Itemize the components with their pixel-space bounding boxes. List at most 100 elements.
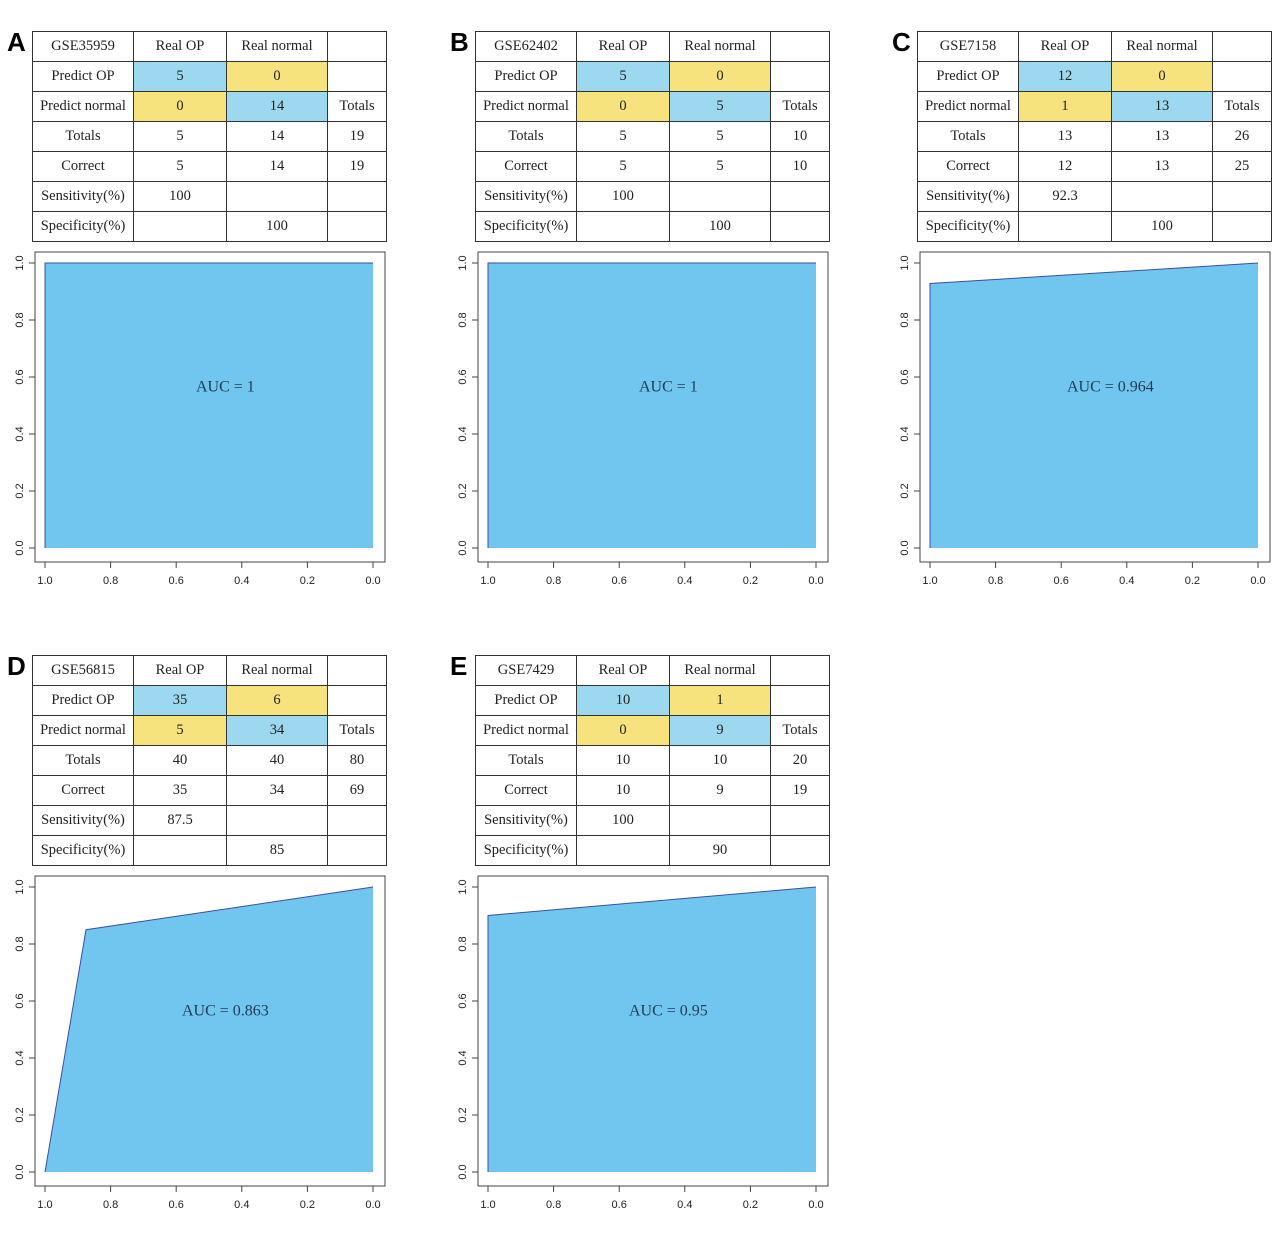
header-empty xyxy=(1212,31,1272,62)
dataset-name: GSE7158 xyxy=(917,31,1019,62)
table-row: Sensitivity(%) 92.3 xyxy=(917,181,1272,212)
panel-label: B xyxy=(450,27,469,57)
x-tick-label: 0.4 xyxy=(234,575,249,587)
table-cell: 5 xyxy=(669,151,771,182)
table-header-row: GSE7429 Real OP Real normal xyxy=(475,655,830,686)
y-tick-label: 0.6 xyxy=(14,993,26,1008)
false-negative-cell: 5 xyxy=(133,715,227,746)
true-positive-cell: 5 xyxy=(576,61,670,92)
row-label: Predict OP xyxy=(475,685,577,716)
roc-chart: AUC = 0.95 1.0 0.8 0.6 0.4 0.2 0.0 0.0 0.2 0.4 0.… xyxy=(457,875,829,1211)
table-cell xyxy=(327,211,387,242)
table-cell: 85 xyxy=(226,835,328,866)
y-tick-label: 0.0 xyxy=(457,540,469,555)
row-label: Sensitivity(%) xyxy=(32,181,134,212)
table-cell: 9 xyxy=(669,775,771,806)
y-tick-label: 0.0 xyxy=(14,1164,26,1179)
table-cell: 35 xyxy=(133,775,227,806)
x-tick-label: 1.0 xyxy=(480,575,495,587)
table-cell: 34 xyxy=(226,775,328,806)
row-label: Specificity(%) xyxy=(32,835,134,866)
true-positive-cell: 12 xyxy=(1018,61,1112,92)
x-tick-label: 0.0 xyxy=(808,1199,823,1211)
row-label: Predict OP xyxy=(32,685,134,716)
roc-curve-line xyxy=(44,886,374,1173)
roc-area xyxy=(930,263,1258,548)
table-cell xyxy=(576,211,670,242)
true-negative-cell: 14 xyxy=(226,91,328,122)
confusion-matrix-table: GSE7158 Real OP Real normal Predict OP 1… xyxy=(917,31,1272,242)
table-cell: Totals xyxy=(327,91,387,122)
x-tick-label: 0.2 xyxy=(743,1199,758,1211)
row-label: Totals xyxy=(917,121,1019,152)
table-cell: 69 xyxy=(327,775,387,806)
table-cell: 5 xyxy=(133,151,227,182)
table-cell xyxy=(770,805,830,836)
dataset-name: GSE62402 xyxy=(475,31,577,62)
dataset-name: GSE56815 xyxy=(32,655,134,686)
table-cell xyxy=(133,211,227,242)
y-tick-label: 0.2 xyxy=(14,1107,26,1122)
row-label: Correct xyxy=(32,775,134,806)
x-tick-label: 0.8 xyxy=(546,1199,561,1211)
true-negative-cell: 5 xyxy=(669,91,771,122)
table-row: Predict normal 0 14 Totals xyxy=(32,91,387,122)
table-row: Totals 40 40 80 xyxy=(32,745,387,776)
table-cell: 90 xyxy=(669,835,771,866)
table-cell xyxy=(770,181,830,212)
y-tick-label: 0.0 xyxy=(14,540,26,555)
table-row: Predict OP 35 6 xyxy=(32,685,387,716)
y-tick-label: 0.2 xyxy=(899,483,911,498)
false-positive-cell: 0 xyxy=(1111,61,1213,92)
table-cell: 5 xyxy=(133,121,227,152)
table-cell: 5 xyxy=(669,121,771,152)
row-label: Predict normal xyxy=(475,91,577,122)
row-label: Sensitivity(%) xyxy=(475,805,577,836)
row-label: Correct xyxy=(475,775,577,806)
roc-area xyxy=(45,887,373,1172)
row-label: Correct xyxy=(475,151,577,182)
table-row: Specificity(%) 100 xyxy=(32,211,387,242)
false-positive-cell: 6 xyxy=(226,685,328,716)
table-cell: 5 xyxy=(576,151,670,182)
confusion-matrix-table: GSE56815 Real OP Real normal Predict OP … xyxy=(32,655,387,866)
table-cell: 19 xyxy=(327,121,387,152)
x-tick-label: 0.8 xyxy=(988,575,1003,587)
false-negative-cell: 0 xyxy=(576,91,670,122)
x-tick-label: 0.0 xyxy=(365,1199,380,1211)
table-row: Predict OP 5 0 xyxy=(32,61,387,92)
header-real-normal: Real normal xyxy=(226,655,328,686)
table-row: Specificity(%) 85 xyxy=(32,835,387,866)
y-tick-label: 0.4 xyxy=(899,426,911,441)
false-positive-cell: 0 xyxy=(226,61,328,92)
table-row: Specificity(%) 100 xyxy=(475,211,830,242)
table-row: Totals 5 5 10 xyxy=(475,121,830,152)
row-label: Predict normal xyxy=(475,715,577,746)
table-cell xyxy=(226,181,328,212)
plot-frame xyxy=(919,251,1271,563)
table-cell: 14 xyxy=(226,121,328,152)
y-tick-label: 0.6 xyxy=(457,993,469,1008)
x-tick-label: 1.0 xyxy=(922,575,937,587)
table-row: Totals 10 10 20 xyxy=(475,745,830,776)
x-tick-label: 0.4 xyxy=(677,575,692,587)
header-real-op: Real OP xyxy=(1018,31,1112,62)
x-tick-label: 0.8 xyxy=(103,575,118,587)
row-label: Correct xyxy=(917,151,1019,182)
table-row: Predict normal 0 9 Totals xyxy=(475,715,830,746)
table-cell xyxy=(327,181,387,212)
table-row: Predict normal 1 13 Totals xyxy=(917,91,1272,122)
y-tick-label: 0.0 xyxy=(899,540,911,555)
auc-label: AUC = 0.95 xyxy=(629,1002,708,1019)
y-tick-label: 0.8 xyxy=(14,936,26,951)
row-label: Sensitivity(%) xyxy=(32,805,134,836)
table-cell xyxy=(327,61,387,92)
table-cell xyxy=(327,685,387,716)
table-cell: 100 xyxy=(133,181,227,212)
header-real-op: Real OP xyxy=(133,31,227,62)
plot-frame xyxy=(477,875,829,1187)
table-cell: Totals xyxy=(1212,91,1272,122)
y-tick-label: 0.0 xyxy=(457,1164,469,1179)
table-cell xyxy=(770,685,830,716)
table-cell xyxy=(1212,61,1272,92)
